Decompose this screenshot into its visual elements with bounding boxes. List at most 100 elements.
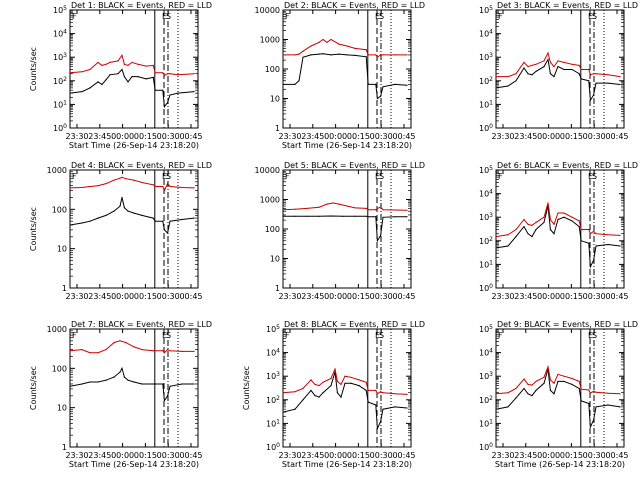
series-lld-point: [113, 342, 115, 344]
time-marker-label: S: [592, 172, 597, 181]
y-tick-label: 104: [479, 348, 493, 358]
series-lld-point: [326, 41, 328, 44]
series-lld-point: [553, 223, 555, 225]
y-tick-label: 100: [52, 364, 67, 373]
series-events-point: [105, 379, 107, 381]
series-lld-point: [81, 349, 83, 351]
x-tick-label: 23:30: [278, 132, 301, 141]
series-events-point: [193, 91, 195, 93]
series-events-line: [496, 368, 621, 428]
x-tick-label: 23:30: [491, 132, 514, 141]
y-tick-label: 100: [266, 442, 280, 452]
y-tick-label: 104: [479, 29, 493, 39]
series-lld-point: [607, 234, 609, 236]
series-lld-point: [619, 76, 621, 78]
series-events-point: [154, 383, 156, 385]
panel-title: Det 4: BLACK = Events, RED = LLD: [71, 161, 212, 170]
series-events-point: [376, 97, 378, 100]
series-lld-point: [563, 61, 565, 64]
series-events-point: [523, 226, 525, 228]
series-lld-point: [302, 50, 304, 52]
series-lld-point: [169, 350, 171, 352]
series-lld-point: [515, 387, 517, 390]
x-tick-label: 00:30: [370, 451, 393, 460]
time-marker-label: E: [162, 172, 167, 181]
series-lld-point: [578, 220, 580, 222]
panel-title: Det 7: BLACK = Events, RED = LLD: [71, 320, 212, 329]
series-events-point: [162, 383, 164, 385]
y-tick-label: 10: [57, 404, 67, 413]
time-marker-label: E: [162, 331, 167, 340]
series-lld-point: [531, 224, 533, 226]
series-lld-point: [507, 76, 509, 78]
series-events-point: [380, 234, 382, 237]
series-lld-point: [543, 60, 545, 62]
series-events-point: [354, 215, 356, 217]
series-events-point: [145, 78, 147, 80]
panel-title: Det 6: BLACK = Events, RED = LLD: [497, 161, 638, 170]
y-axis-title: Counts/sec: [29, 366, 38, 410]
series-lld-point: [507, 392, 509, 394]
series-events-point: [527, 233, 529, 235]
series-events-point: [89, 381, 91, 383]
series-events-point: [346, 54, 348, 56]
time-marker-label: E: [588, 331, 593, 340]
series-lld-point: [131, 61, 133, 64]
series-events-point: [137, 76, 139, 78]
series-events-point: [515, 397, 517, 399]
time-marker-label: S: [379, 12, 384, 21]
series-events-point: [394, 406, 396, 408]
series-events-point: [294, 215, 296, 217]
y-tick-label: 105: [479, 5, 493, 15]
x-axis-title: Start Time (26-Sep-14 23:18:20): [282, 141, 412, 150]
series-events-point: [105, 79, 107, 81]
y-tick-label: 1000: [260, 196, 280, 205]
series-lld-point: [137, 63, 139, 65]
x-tick-label: 00:15: [560, 132, 583, 141]
series-events-point: [167, 101, 169, 104]
series-events-point: [123, 207, 125, 209]
series-events-point: [310, 54, 312, 56]
series-lld-point: [543, 376, 545, 378]
series-lld-point: [547, 52, 549, 54]
series-lld-point: [588, 228, 590, 231]
y-tick-label: 104: [53, 29, 67, 39]
series-events-point: [322, 53, 324, 55]
series-lld-point: [97, 61, 99, 64]
series-lld-line: [70, 54, 195, 77]
series-events-point: [563, 68, 565, 71]
series-events-point: [167, 232, 169, 234]
series-lld-point: [406, 209, 408, 211]
series-lld-point: [141, 349, 143, 351]
series-events-point: [588, 242, 590, 244]
series-lld-point: [89, 68, 91, 71]
time-marker-label: F: [498, 12, 503, 21]
panel-title: Det 8: BLACK = Events, RED = LLD: [284, 320, 425, 329]
series-events-point: [531, 395, 533, 397]
x-tick-label: 00:15: [134, 292, 157, 301]
series-events-point: [105, 214, 107, 216]
series-events-point: [375, 404, 377, 406]
y-axis-title: Counts/sec: [29, 207, 38, 251]
series-lld-point: [588, 68, 590, 71]
time-marker-label: F: [72, 172, 77, 181]
series-lld-point: [527, 383, 529, 385]
series-lld-point: [346, 205, 348, 207]
series-events-point: [549, 228, 552, 231]
series-events-point: [496, 247, 497, 249]
x-tick-label: 23:45: [301, 292, 324, 301]
series-lld-point: [580, 388, 582, 390]
series-lld-line: [283, 38, 407, 59]
series-lld-point: [318, 41, 320, 44]
series-events-line: [283, 215, 407, 243]
series-lld-point: [193, 187, 195, 189]
plot-frame: [495, 169, 625, 289]
series-events-point: [382, 86, 384, 88]
series-lld-point: [375, 389, 377, 391]
series-lld-point: [314, 383, 316, 385]
time-marker-label: S: [166, 331, 171, 340]
series-events-point: [549, 389, 552, 391]
series-lld-point: [283, 392, 284, 394]
series-lld-point: [557, 212, 559, 214]
y-tick-label: 104: [266, 348, 280, 358]
